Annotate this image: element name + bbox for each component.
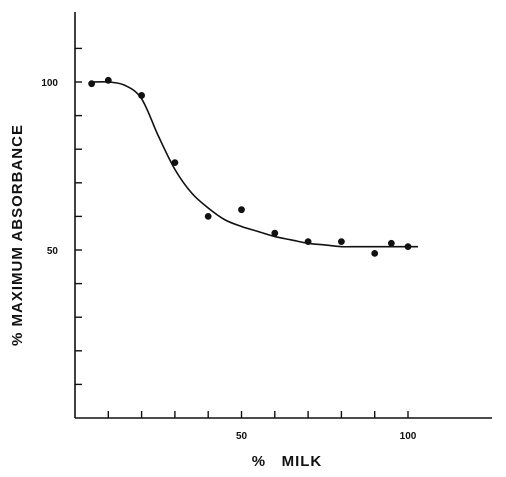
tick-labels: 50 100 50 100 — [41, 78, 416, 442]
data-point — [338, 238, 345, 246]
ticks — [75, 47, 409, 418]
data-point — [138, 92, 146, 99]
y-tick-label-50: 50 — [47, 246, 59, 257]
data-point — [404, 243, 412, 251]
data-point — [304, 238, 312, 246]
data-point — [387, 239, 395, 247]
y-axis-title: % MAXIMUM ABSORBANCE — [9, 124, 26, 346]
data-point — [204, 213, 212, 220]
data-point — [104, 76, 112, 84]
x-tick-label-100: 100 — [400, 431, 417, 442]
x-axis-title: % MILK — [252, 453, 323, 470]
data-point — [88, 80, 96, 88]
y-tick-label-100: 100 — [41, 78, 58, 89]
data-point — [171, 159, 179, 167]
axes — [74, 12, 492, 419]
data-points — [88, 76, 412, 257]
data-point — [371, 249, 379, 257]
fit-curve — [91, 80, 418, 248]
data-point — [271, 229, 279, 237]
x-tick-label-50: 50 — [236, 431, 248, 442]
data-point — [238, 206, 245, 214]
